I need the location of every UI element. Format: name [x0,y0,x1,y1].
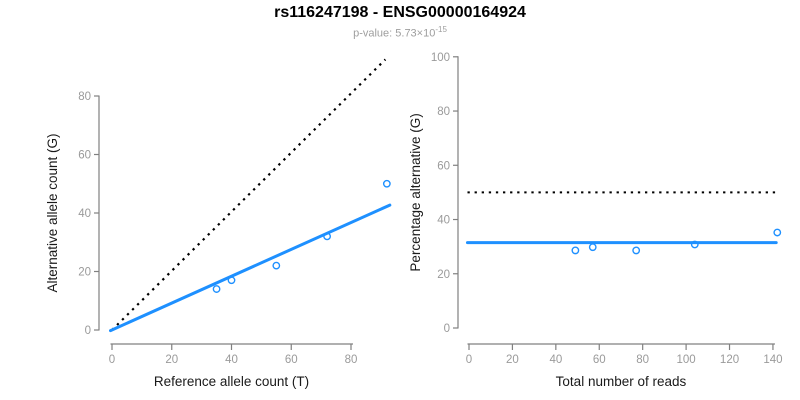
x-axis-title: Reference allele count (T) [154,374,309,389]
p-value-exponent: -15 [435,25,447,34]
y-tick-label: 20 [78,267,91,279]
x-axis-title: Total number of reads [556,374,687,389]
y-tick-label: 100 [431,52,450,64]
data-point [212,285,221,293]
x-tick-label: 100 [677,354,696,366]
x-tick-label: 0 [109,354,115,366]
y-axis-title: Alternative allele count (G) [45,133,60,292]
y-tick-label: 0 [444,323,450,335]
y-tick-label: 80 [78,91,91,103]
y-tick-label: 40 [78,208,91,220]
x-tick-label: 120 [720,354,739,366]
y-tick-label: 80 [437,106,450,118]
data-point [382,179,391,188]
percentage-vs-coverage-panel: 0 20 40 60 80 100 0 20 40 60 80 100 120 140 Percentage… [408,52,783,389]
x-tick-label: 80 [636,354,649,366]
x-tick-label: 60 [285,354,298,366]
data-point [323,232,331,241]
figure-header: rs116247198 - ENSG00000164924 p-value: 5… [0,4,800,40]
data-point [632,246,641,255]
data-point [227,276,236,285]
allele-counts-panel: 0 20 40 60 80 0 20 40 60 80 Alternative allele cou… [45,58,392,389]
x-tick-label: 40 [549,354,562,366]
data-point [773,228,782,237]
y-axis-title: Percentage alternative (G) [408,113,423,271]
y-tick-label: 60 [437,160,450,172]
x-tick-label: 20 [165,354,178,366]
x-tick-label: 20 [506,354,519,366]
x-tick-label: 60 [593,354,606,366]
p-value-text: p-value: 5.73×10 [353,27,436,40]
data-point [690,240,699,249]
figure-title: rs116247198 - ENSG00000164924 [274,4,526,21]
y-tick-label: 60 [78,150,91,162]
x-tick-label: 0 [466,354,472,366]
x-tick-label: 40 [225,354,238,366]
data-point [588,243,597,252]
y-tick-label: 40 [437,215,450,227]
data-point [571,246,580,255]
y-tick-label: 0 [85,325,91,337]
x-tick-label: 140 [763,354,782,366]
data-point [272,261,281,270]
fit-line [109,203,392,333]
figure-subtitle: p-value: 5.73×10-15 [0,25,800,40]
identity-line [111,58,387,331]
y-tick-label: 20 [437,269,450,281]
x-tick-label: 80 [345,354,358,366]
